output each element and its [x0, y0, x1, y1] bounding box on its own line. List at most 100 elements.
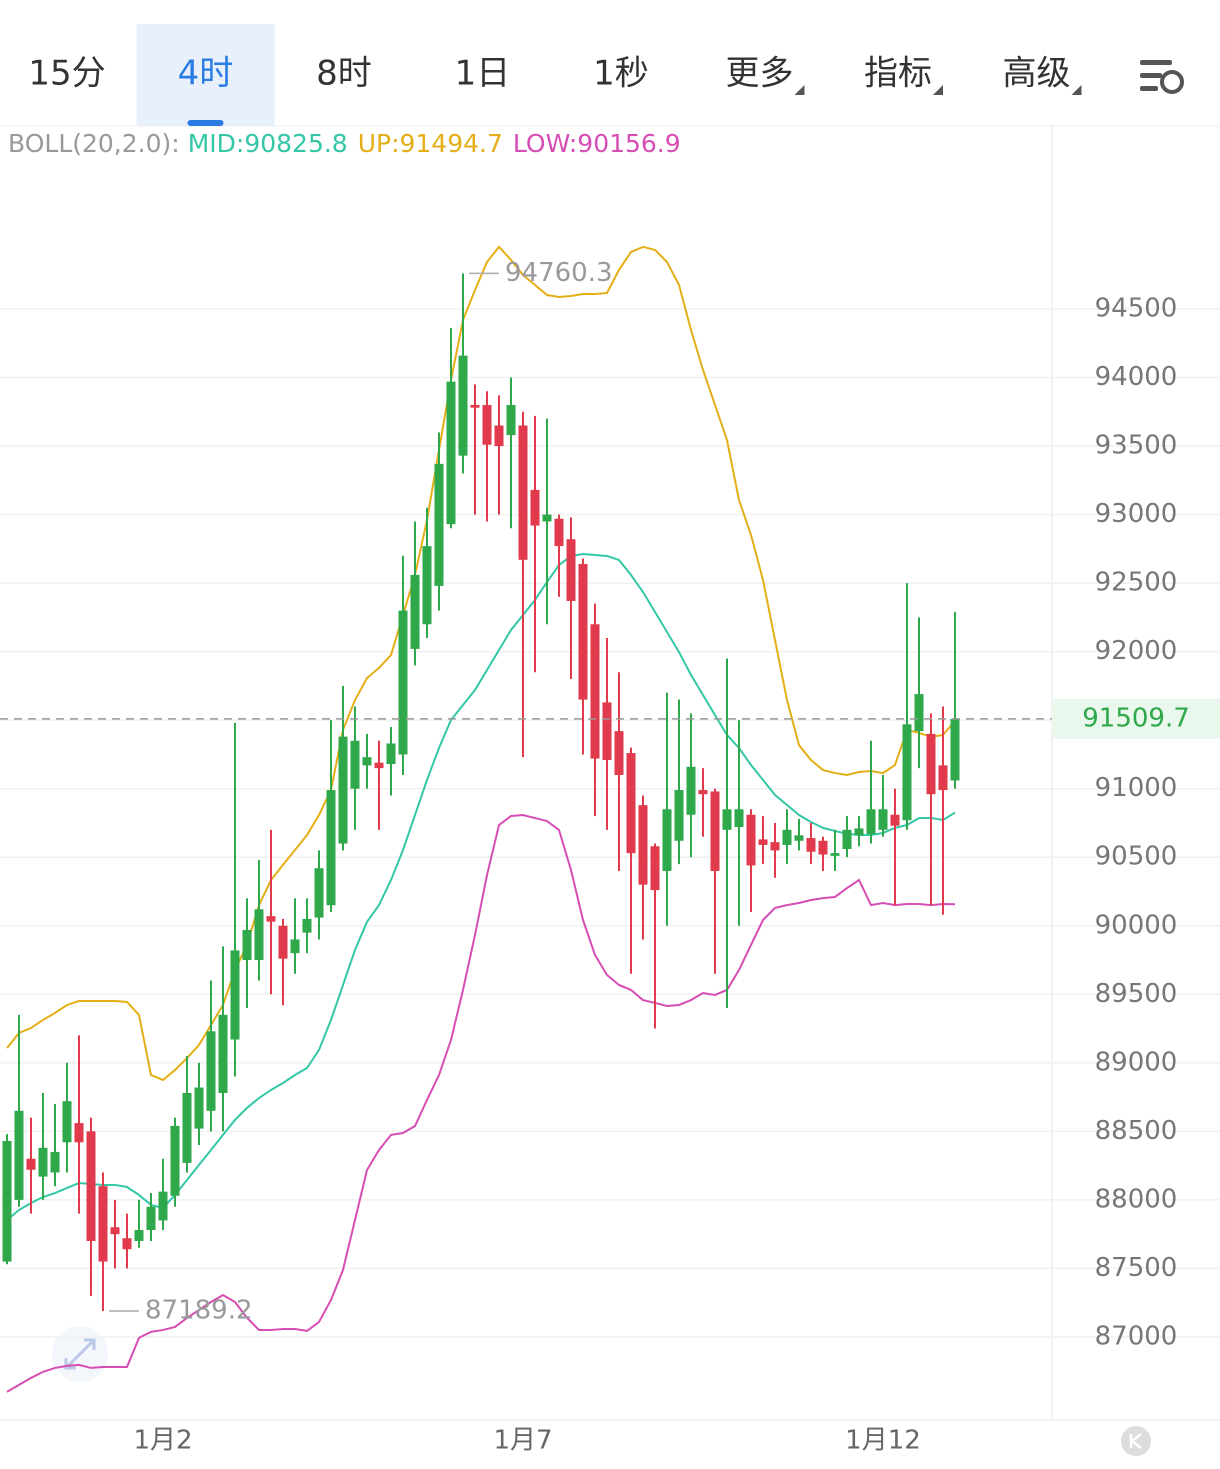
tab-label[interactable]: 1日 [455, 54, 511, 94]
icon-bar [1140, 86, 1158, 91]
candle-body [86, 1131, 96, 1242]
dropdown-caret [933, 85, 943, 95]
tab-label[interactable]: 8时 [316, 54, 372, 94]
candle-body [518, 425, 528, 560]
candle-body [362, 757, 372, 766]
candle-body [338, 736, 348, 844]
candle-body [506, 404, 516, 436]
candle-body [842, 829, 852, 850]
y-tick-label: 87000 [1095, 1321, 1178, 1351]
y-tick-label: 91000 [1095, 773, 1178, 803]
candle-body [74, 1123, 84, 1143]
candle-body [170, 1125, 180, 1196]
candle-body [482, 404, 492, 445]
x-tick-label: 1月7 [493, 1426, 552, 1456]
candle-body [722, 809, 732, 830]
candle-body [110, 1227, 120, 1235]
candle-body [662, 809, 672, 871]
candle-body [950, 718, 960, 781]
y-tick-label: 90000 [1095, 910, 1178, 940]
candle-body [674, 790, 684, 841]
candle-body [26, 1158, 36, 1170]
candle-body [266, 916, 276, 922]
band-line [6, 245, 956, 1082]
expand-icon[interactable] [52, 1326, 108, 1382]
candle-body [734, 809, 744, 828]
candle-body [230, 950, 240, 1040]
candle-body [434, 463, 444, 586]
candle-body [530, 489, 540, 526]
legend-entry: LOW:90156.9 [513, 129, 681, 158]
candle-body [542, 514, 552, 522]
legend-entry: UP:91494.7 [358, 129, 503, 158]
tab-label[interactable]: 4时 [178, 54, 234, 94]
candle-body [686, 766, 696, 815]
settings-icon[interactable] [1140, 60, 1184, 94]
candle-body [650, 846, 660, 891]
candle-body [470, 404, 480, 408]
y-tick-label: 92500 [1095, 568, 1178, 598]
y-tick-label: 93500 [1095, 431, 1178, 461]
candle-body [182, 1092, 192, 1163]
k-icon[interactable] [1121, 1426, 1151, 1456]
candle-body [290, 939, 300, 954]
tab-label[interactable]: 高级 [1003, 54, 1071, 94]
candle-body [146, 1206, 156, 1231]
y-tick-label: 94000 [1095, 362, 1178, 392]
y-tick-label: 89500 [1095, 979, 1178, 1009]
tab-label[interactable]: 更多 [726, 54, 794, 94]
candle-body [122, 1238, 132, 1250]
icon-bar [1140, 60, 1172, 65]
candle-body [746, 814, 756, 866]
candle-body [446, 381, 456, 525]
tab-indicator [187, 120, 224, 126]
indicator-label: BOLL(20,2.0): [8, 129, 180, 158]
icon-bar [1140, 73, 1162, 78]
dropdown-caret [794, 85, 805, 95]
candle-body [806, 838, 816, 852]
candle-body [902, 724, 912, 821]
y-tick-label: 89000 [1095, 1047, 1178, 1077]
candle-body [710, 791, 720, 871]
y-tick-label: 92000 [1095, 636, 1178, 666]
tab-label[interactable]: 1秒 [593, 54, 649, 94]
candle-body [854, 828, 864, 836]
candle-body [638, 805, 648, 885]
tab-label[interactable]: 指标 [864, 54, 932, 94]
candle-body [698, 790, 708, 795]
candle-body [194, 1087, 204, 1129]
candle-body [938, 765, 948, 791]
candle-body [374, 762, 384, 769]
candle-body [350, 740, 360, 789]
candle-body [38, 1147, 48, 1177]
y-tick-label: 94500 [1095, 293, 1178, 323]
candle-body [206, 1031, 216, 1111]
candle-body [614, 731, 624, 775]
legend-entry: MID:90825.8 [188, 129, 348, 158]
candle-body [926, 733, 936, 795]
tab-label[interactable]: 15分 [28, 54, 105, 94]
y-tick-label: 88000 [1095, 1184, 1178, 1214]
icon-bg [1121, 1426, 1151, 1456]
y-tick-label: 90500 [1095, 842, 1178, 872]
candle-body [878, 809, 888, 830]
candle-body [770, 842, 780, 851]
last-price-bg [1052, 698, 1220, 739]
candle-body [398, 610, 408, 755]
candle-body [566, 539, 576, 601]
x-tick-label: 1月2 [133, 1426, 192, 1456]
candle-body [242, 929, 252, 961]
candle-body [302, 918, 312, 933]
candle-body [98, 1186, 108, 1262]
band-line [6, 814, 956, 1393]
candle-body [830, 853, 840, 856]
candle-body [578, 563, 588, 700]
candle-body [254, 909, 264, 961]
min-label: 87189.2 [145, 1296, 253, 1326]
candle-body [386, 743, 396, 765]
y-tick-label: 88500 [1095, 1116, 1178, 1146]
candle-body [494, 425, 504, 447]
candle-body [554, 518, 564, 547]
candle-body [914, 694, 924, 732]
